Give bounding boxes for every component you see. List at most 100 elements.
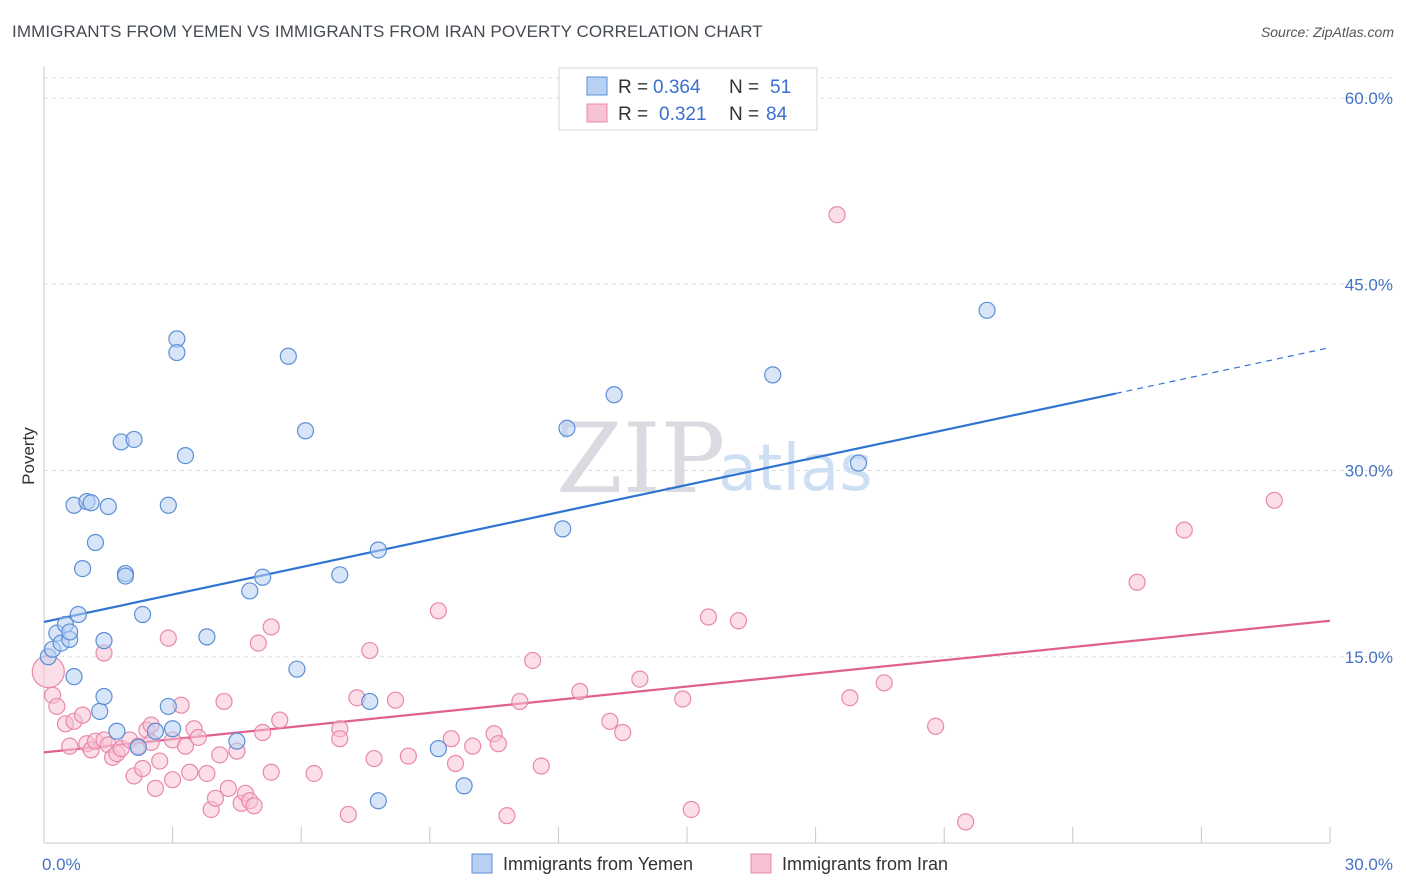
y-tick-label-2: 45.0% (1345, 275, 1393, 294)
iran-point-66 (524, 651, 542, 670)
yemen-point-30 (168, 343, 186, 362)
series-legend: Immigrants from Yemen Immigrants from Ir… (471, 853, 948, 874)
yemen-point-41 (369, 541, 387, 559)
bottom-legend-label-iran: Immigrants from Iran (782, 854, 948, 874)
iran-point-74 (699, 608, 718, 626)
yemen-point-12 (82, 494, 100, 512)
x-tick-label-0: 0.0% (42, 855, 81, 874)
gridlines (44, 77, 1395, 658)
legend-swatch-iran (586, 103, 608, 123)
yemen-point-40 (361, 692, 379, 711)
iran-point-80 (957, 813, 975, 831)
yemen-point-33 (228, 732, 246, 750)
iran-point-61 (464, 737, 482, 755)
iran-point-76 (828, 206, 846, 224)
chart-source: Source: ZipAtlas.com (1260, 24, 1394, 40)
yemen-point-46 (558, 419, 576, 437)
yemen-point-45 (554, 520, 572, 538)
iran-point-2 (48, 697, 66, 716)
yemen-point-22 (125, 430, 143, 449)
iran-point-78 (875, 674, 893, 692)
iran-point-58 (429, 602, 447, 620)
yemen-point-7 (65, 668, 83, 686)
yemen-point-32 (198, 628, 216, 646)
iran-point-68 (571, 682, 589, 701)
legend-n-label-iran: N = (729, 104, 759, 125)
iran-point-44 (249, 634, 267, 652)
legend-r-label-yemen: R = (618, 77, 648, 98)
iran-point-33 (198, 764, 216, 783)
yemen-point-27 (159, 697, 177, 716)
correlation-legend: R = 0.364 N = 51 R = 0.321 N = 84 (558, 67, 818, 131)
yemen-point-14 (91, 702, 109, 720)
legend-n-value-yemen: 51 (770, 77, 791, 98)
iran-point-72 (674, 690, 692, 708)
iran-point-38 (219, 779, 237, 797)
legend-n-label-yemen: N = (729, 77, 759, 98)
iran-point-51 (331, 730, 349, 748)
iran-point-77 (841, 689, 859, 707)
iran-point-69 (601, 712, 619, 730)
legend-n-value-iran: 84 (766, 104, 788, 125)
y-tick-label-0: 15.0% (1345, 648, 1393, 667)
yemen-trend-extension (1115, 346, 1331, 395)
iran-point-55 (365, 749, 383, 768)
iran-point-35 (206, 789, 225, 807)
yemen-point-25 (146, 722, 165, 740)
iran-point-67 (532, 757, 550, 775)
iran-point-48 (271, 711, 289, 729)
yemen-point-17 (99, 497, 117, 516)
bottom-legend-label-yemen: Immigrants from Yemen (503, 854, 693, 874)
iran-point-27 (164, 771, 182, 789)
legend-swatch-yemen (586, 76, 608, 96)
iran-point-71 (631, 670, 649, 688)
y-tick-label-3: 60.0% (1345, 89, 1393, 108)
iran-point-57 (399, 747, 417, 765)
yemen-point-44 (455, 777, 473, 795)
y-tick-label-1: 30.0% (1345, 462, 1393, 481)
iran-point-30 (181, 763, 199, 781)
iran-point-4 (61, 737, 79, 755)
yemen-point-26 (159, 496, 177, 514)
iran-point-79 (927, 717, 945, 735)
iran-point-23 (146, 779, 165, 797)
iran-point-83 (1265, 491, 1283, 509)
yemen-point-10 (73, 559, 92, 578)
yemen-point-15 (95, 632, 113, 650)
iran-point-59 (442, 730, 460, 748)
legend-r-label-iran: R = (618, 104, 648, 125)
yemen-point-13 (86, 533, 105, 552)
iran-point-54 (361, 641, 379, 660)
yemen-point-28 (164, 720, 182, 738)
iran-point-19 (133, 759, 152, 778)
iran-point-63 (489, 735, 507, 753)
chart-title: IMMIGRANTS FROM YEMEN VS IMMIGRANTS FROM… (12, 22, 763, 41)
iran-point-36 (211, 746, 229, 764)
yemen-point-39 (331, 566, 349, 584)
yemen-point-6 (61, 623, 79, 641)
x-tick-label-1: 30.0% (1345, 855, 1393, 874)
iran-point-43 (245, 797, 263, 815)
yemen-point-38 (296, 422, 315, 440)
yemen-point-37 (288, 660, 306, 678)
y-tick-labels: 15.0% 30.0% 45.0% 60.0% (1345, 89, 1393, 667)
watermark-zip: ZIP (556, 403, 725, 515)
bottom-legend-swatch-yemen (471, 853, 493, 874)
yemen-point-47 (605, 386, 623, 404)
yemen-point-9 (69, 605, 87, 624)
iran-point-64 (498, 807, 516, 825)
bottom-legend-swatch-iran (750, 853, 772, 874)
iran-point-73 (682, 800, 700, 819)
x-tick-labels: 0.0% 30.0% (42, 855, 1393, 874)
iran-point-56 (386, 691, 405, 709)
yemen-point-36 (279, 347, 297, 365)
iran-point-32 (189, 728, 207, 747)
iran-point-49 (305, 764, 323, 783)
iran-point-45 (254, 723, 272, 742)
yemen-point-16 (95, 687, 113, 706)
yemen-point-42 (369, 792, 387, 810)
iran-point-47 (262, 618, 280, 636)
yemen-point-35 (254, 568, 272, 586)
axes (43, 66, 1331, 844)
